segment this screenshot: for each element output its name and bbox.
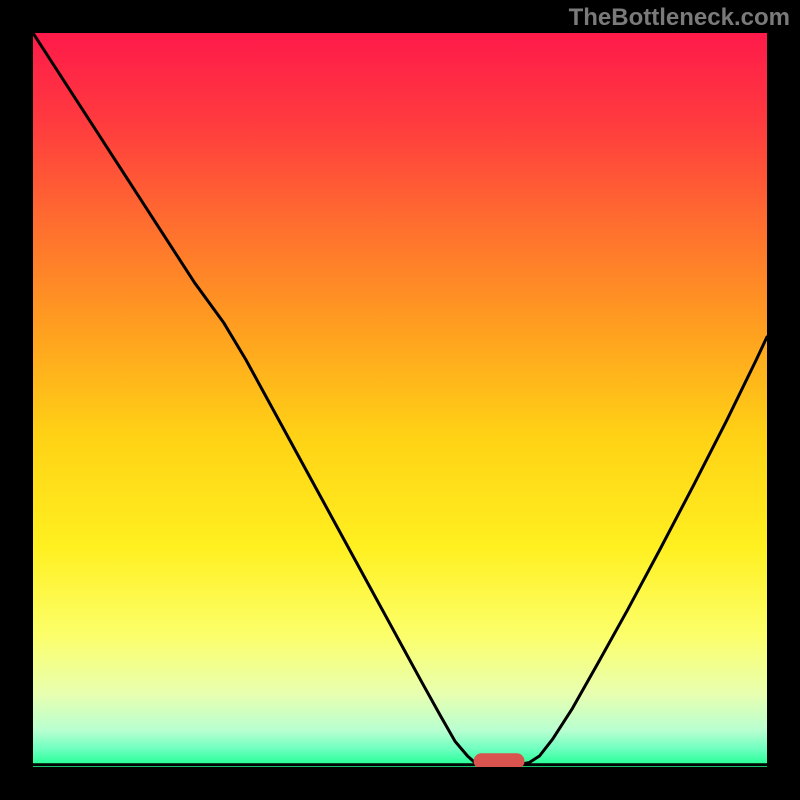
- plot-svg: [33, 33, 767, 767]
- plot-area: [33, 33, 767, 767]
- chart-stage: TheBottleneck.com: [0, 0, 800, 800]
- optimal-marker: [474, 754, 524, 767]
- gradient-background: [33, 33, 767, 767]
- watermark-text: TheBottleneck.com: [569, 4, 790, 32]
